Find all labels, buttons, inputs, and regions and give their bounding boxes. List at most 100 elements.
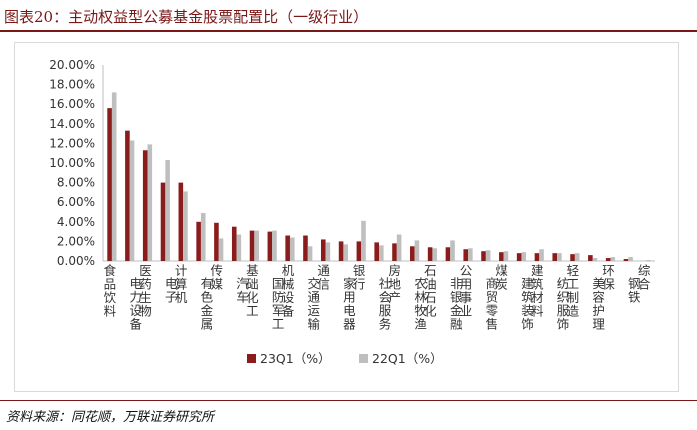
x-tick-label: 非银金融: [450, 276, 463, 332]
x-tick-label: 医药生物: [139, 263, 152, 319]
bar-23q1: [463, 249, 469, 261]
x-tick-label: 基础化工: [246, 263, 259, 319]
bar-23q1: [410, 246, 415, 261]
footer-rule: [0, 400, 697, 401]
bar-23q1: [552, 253, 558, 261]
legend-swatch: [247, 354, 256, 363]
bar-22q1: [325, 242, 331, 261]
bar-22q1: [254, 230, 259, 261]
bar-22q1: [485, 250, 491, 261]
bar-22q1: [468, 248, 473, 261]
bar-23q1: [374, 242, 379, 261]
bar-23q1: [499, 252, 504, 261]
bar-23q1: [196, 221, 201, 261]
x-tick-label: 钢铁: [628, 276, 641, 305]
bar-23q1: [303, 235, 308, 261]
x-tick-label: 有色金属: [201, 276, 214, 332]
bar-22q1: [236, 234, 242, 261]
bar-23q1: [178, 182, 184, 261]
x-tick-label: 传媒: [210, 263, 223, 292]
x-tick-label: 交通运输: [308, 276, 321, 332]
x-tick-label: 电子: [165, 276, 178, 305]
x-tick-label: 食品饮料: [104, 263, 117, 319]
bar-23q1: [285, 235, 290, 261]
y-tick-label: 4.00%: [57, 215, 95, 229]
y-tick-label: 8.00%: [57, 176, 95, 190]
title-rule: [0, 30, 697, 32]
x-tick-label: 银行: [353, 263, 366, 292]
x-tick-label: 煤炭: [495, 263, 508, 292]
bar-23q1: [214, 222, 219, 261]
bar-23q1: [392, 243, 397, 261]
bar-22q1: [361, 220, 366, 261]
bar-22q1: [289, 237, 295, 261]
legend-swatch: [359, 354, 368, 363]
x-tick-label: 建筑装饰: [521, 276, 534, 332]
x-tick-label: 纺织服饰: [557, 276, 570, 332]
bar-22q1: [307, 246, 313, 261]
bar-22q1: [343, 244, 348, 261]
x-tick-label: 环保: [602, 263, 615, 292]
x-tick-label: 计算机: [175, 263, 188, 305]
bar-23q1: [356, 241, 362, 261]
bar-22q1: [610, 257, 616, 261]
x-tick-label: 通信: [317, 263, 330, 292]
bar-22q1: [218, 238, 224, 261]
bar-22q1: [379, 245, 384, 261]
bar-22q1: [539, 249, 544, 261]
x-tick-label: 石油石化: [424, 263, 437, 319]
x-tick-label: 公用事业: [460, 263, 473, 319]
bar-22q1: [557, 253, 562, 261]
bar-22q1: [450, 240, 455, 261]
bar-23q1: [231, 226, 237, 261]
y-tick-label: 2.00%: [57, 234, 95, 248]
y-tick-label: 16.00%: [49, 97, 95, 111]
bar-23q1: [516, 253, 522, 261]
bar-22q1: [129, 140, 135, 261]
bar-23q1: [142, 150, 148, 261]
bar-22q1: [147, 144, 153, 261]
legend-label: 23Q1（%）: [260, 351, 331, 366]
bar-22q1: [521, 252, 527, 261]
x-tick-label: 商贸零售: [486, 276, 499, 332]
bar-23q1: [107, 108, 112, 262]
bar-23q1: [320, 239, 326, 261]
bar-chart: 0.00% 2.00% 4.00% 6.00% 8.00% 10.00% 12.00% 14.…: [49, 58, 655, 366]
x-tick-label: 汽车: [236, 276, 249, 305]
source-note: 资料来源：同花顺，万联证券研究所: [6, 410, 215, 425]
bar-23q1: [588, 255, 593, 261]
x-tick-label: 国防军工: [272, 276, 285, 332]
x-tick-label: 农林牧渔: [414, 276, 427, 332]
bar-22q1: [414, 240, 420, 261]
bar-22q1: [183, 191, 188, 261]
y-tick-label: 12.00%: [49, 136, 95, 150]
bar-23q1: [534, 253, 540, 261]
bar-23q1: [481, 251, 486, 261]
x-tick-label: 电力设备: [129, 276, 142, 332]
x-tick-label: 社会服务: [379, 276, 392, 332]
bar-23q1: [623, 259, 629, 261]
bar-22q1: [396, 234, 402, 261]
x-tick-label: 建筑材料: [531, 263, 544, 319]
x-tick-label: 美容护理: [592, 276, 605, 332]
x-tick-label: 家用电器: [343, 276, 356, 332]
bar-22q1: [165, 160, 170, 261]
bar-22q1: [503, 251, 509, 261]
bar-23q1: [267, 231, 273, 261]
y-tick-label: 14.00%: [49, 117, 95, 131]
bar-23q1: [338, 241, 344, 261]
bar-23q1: [160, 182, 166, 261]
y-tick-label: 6.00%: [57, 195, 95, 209]
y-tick-label: 20.00%: [49, 58, 95, 72]
legend-label: 22Q1（%）: [372, 351, 443, 366]
bar-22q1: [574, 253, 580, 261]
y-tick-label: 0.00%: [57, 254, 95, 268]
bar-22q1: [111, 92, 117, 261]
bar-23q1: [445, 247, 451, 261]
bar-22q1: [628, 257, 633, 261]
chart-frame: 0.00% 2.00% 4.00% 6.00% 8.00% 10.00% 12.00% 14.…: [14, 42, 679, 392]
x-tick-label: 房地产: [389, 263, 402, 305]
page-title: 图表20：主动权益型公募基金股票配置比（一级行业）: [4, 8, 369, 26]
bar-23q1: [249, 230, 255, 261]
bar-22q1: [200, 212, 206, 261]
